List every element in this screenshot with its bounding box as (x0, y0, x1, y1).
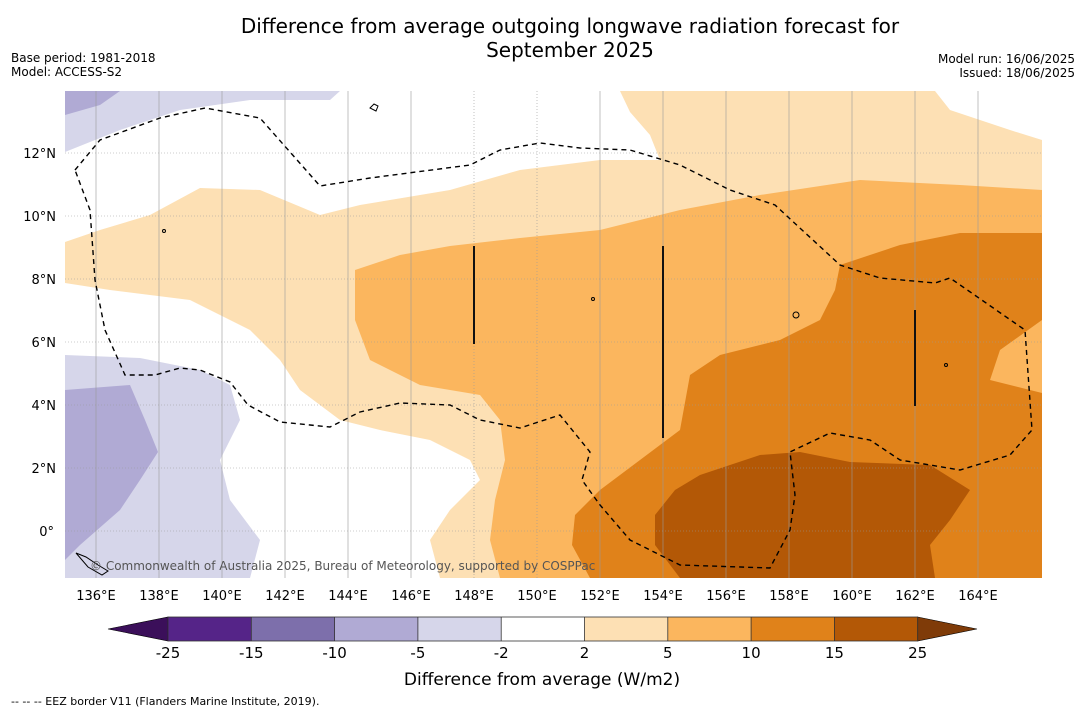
meta-left: Base period: 1981-2018 Model: ACCESS-S2 (11, 51, 156, 79)
lat-label: 8°N (32, 273, 57, 288)
title-line-1: Difference from average outgoing longwav… (240, 14, 900, 38)
colorbar-swatch (751, 617, 835, 641)
model-run: Model run: 16/06/2025 (937, 52, 1075, 66)
colorbar-swatch (667, 617, 752, 641)
colorbar-tick: 15 (825, 644, 844, 662)
marker-lines (473, 246, 916, 438)
anomaly-field (65, 91, 1042, 578)
colorbar-tick: -5 (410, 644, 425, 662)
colorbar-swatch (334, 617, 418, 641)
colorbar-tick: 25 (908, 644, 927, 662)
eez-border (74, 107, 1033, 569)
lon-label: 158°E (769, 589, 809, 604)
colorbar: -25 -15 -10 -5 -2 2 5 10 15 25 Differenc… (107, 616, 978, 690)
title-line-2: September 2025 (486, 38, 654, 62)
lon-label: 148°E (454, 589, 494, 604)
lon-labels: 136°E 138°E 140°E 142°E 144°E 146°E 148°… (76, 589, 998, 604)
colorbar-swatch (417, 617, 502, 641)
copyright-text: © Commonwealth of Australia 2025, Bureau… (90, 559, 595, 573)
lon-label: 136°E (76, 589, 116, 604)
neutral-region-northeast (935, 91, 1042, 140)
lat-labels: 12°N 10°N 8°N 6°N 4°N 2°N 0° (23, 147, 56, 540)
colorbar-label: Difference from average (W/m2) (404, 670, 680, 690)
colorbar-tick: 10 (742, 644, 761, 662)
low-anomaly-mid-sw (65, 385, 158, 560)
neutral-region-west (65, 91, 660, 242)
colorbar-swatch (584, 617, 668, 641)
colorbar-tick: 5 (663, 644, 673, 662)
lon-label: 144°E (328, 589, 368, 604)
colorbar-tick: 2 (580, 644, 590, 662)
colorbar-tick: -25 (156, 644, 181, 662)
lon-label: 164°E (958, 589, 998, 604)
base-period: Base period: 1981-2018 (11, 51, 156, 65)
colorbar-swatch (168, 617, 252, 641)
lat-label: 4°N (32, 399, 57, 414)
lat-label: 10°N (23, 210, 56, 225)
colorbar-extend-low (107, 616, 169, 642)
islands (75, 103, 948, 576)
colorbar-swatch (501, 617, 585, 641)
colorbar-tick: -10 (322, 644, 347, 662)
lat-label: 6°N (32, 336, 57, 351)
legend-note: -- -- -- EEZ border V11 (Flanders Marine… (11, 695, 320, 708)
lon-label: 140°E (202, 589, 242, 604)
lon-label: 150°E (517, 589, 557, 604)
issued-date: Issued: 18/06/2025 (959, 66, 1075, 80)
colorbar-extend-high (917, 616, 978, 642)
lon-label: 160°E (832, 589, 872, 604)
model-name: Model: ACCESS-S2 (11, 65, 123, 79)
low-anomaly-light-nw (65, 91, 340, 152)
map-title: Difference from average outgoing longwav… (160, 14, 980, 62)
lat-label: 2°N (32, 462, 57, 477)
lon-label: 146°E (391, 589, 431, 604)
lat-label: 0° (39, 525, 54, 540)
lon-label: 152°E (580, 589, 620, 604)
lat-label: 12°N (23, 147, 56, 162)
colorbar-tick: -15 (239, 644, 264, 662)
lon-label: 156°E (706, 589, 746, 604)
low-anomaly-mid-nw (65, 91, 120, 115)
colorbar-swatch (834, 617, 918, 641)
map-gridlines (65, 91, 1042, 578)
lon-label: 162°E (895, 589, 935, 604)
colorbar-tick: -2 (494, 644, 509, 662)
lon-label: 138°E (139, 589, 179, 604)
high-anomaly-15-25 (655, 452, 970, 578)
meta-right: Model run: 16/06/2025 Issued: 18/06/2025 (938, 52, 1075, 80)
lon-label: 154°E (643, 589, 683, 604)
lon-label: 142°E (265, 589, 305, 604)
colorbar-swatch (251, 617, 335, 641)
